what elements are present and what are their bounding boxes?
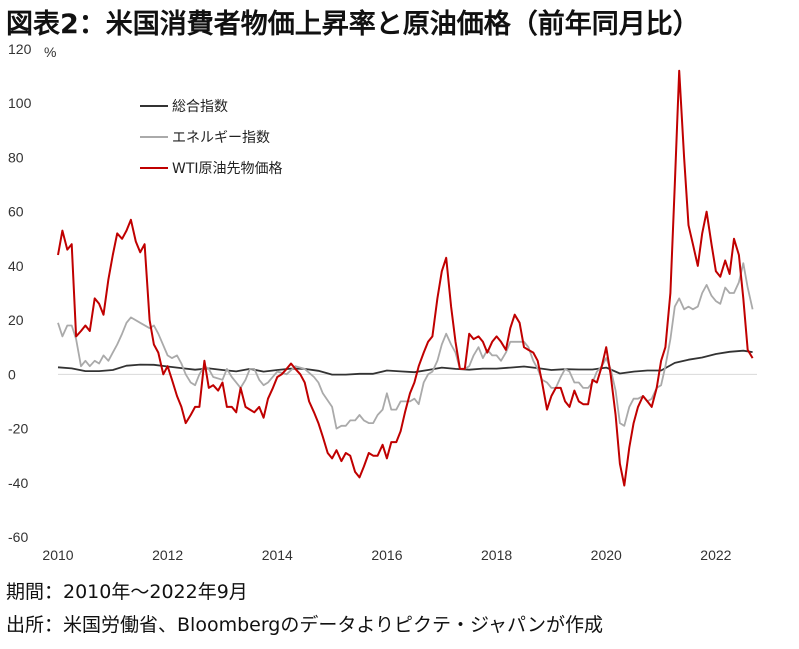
- page-title: 図表2：米国消費者物価上昇率と原油価格（前年同月比）: [6, 9, 700, 40]
- y-tick-label: 80: [8, 149, 24, 165]
- series-group: [57, 69, 754, 487]
- x-tick-label: 2012: [152, 547, 183, 563]
- source-note: 出所：米国労働省、Bloombergのデータよりピクテ・ジャパンが作成: [6, 614, 603, 636]
- y-tick-label: -40: [8, 475, 28, 491]
- series-line-0: [57, 349, 753, 376]
- y-axis: 120 100 80 60 40 20 0 -20 -40 -60: [8, 41, 32, 545]
- x-axis: 2010 2012 2014 2016 2018 2020 2022: [42, 547, 731, 563]
- y-tick-label: 0: [8, 366, 16, 382]
- legend-label: WTI原油先物価格: [172, 161, 283, 177]
- y-tick-label: -20: [8, 421, 28, 437]
- x-tick-label: 2022: [700, 547, 731, 563]
- y-tick-label: 20: [8, 312, 24, 328]
- legend-label: エネルギー指数: [172, 130, 270, 146]
- y-tick-label: 100: [8, 95, 32, 111]
- y-axis-unit: %: [44, 44, 56, 60]
- x-tick-label: 2020: [591, 547, 622, 563]
- y-tick-label: 40: [8, 258, 24, 274]
- x-tick-label: 2016: [371, 547, 402, 563]
- y-tick-label: 120: [8, 41, 32, 57]
- series-line-2: [57, 69, 754, 487]
- x-tick-label: 2018: [481, 547, 512, 563]
- y-tick-label: -60: [8, 529, 28, 545]
- period-note: 期間：2010年～2022年9月: [6, 581, 248, 603]
- x-tick-label: 2014: [262, 547, 293, 563]
- x-tick-label: 2010: [42, 547, 73, 563]
- legend-label: 総合指数: [172, 99, 228, 115]
- y-tick-label: 60: [8, 204, 24, 220]
